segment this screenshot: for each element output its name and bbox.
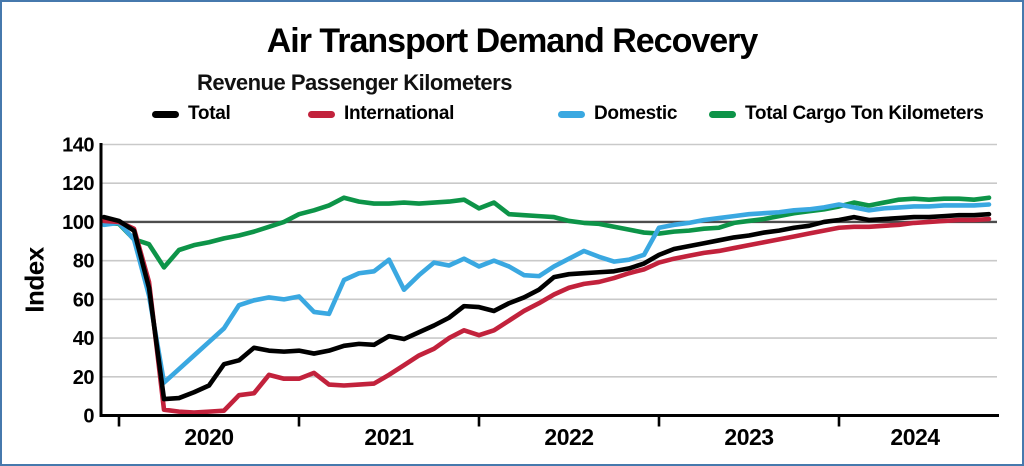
y-tick-label-120: 120 [62,173,94,195]
legend-swatch-icon [152,110,179,118]
legend-item-total-cargo-ton-kilometers: Total Cargo Ton Kilometers [709,103,984,125]
chart-subtitle: Revenue Passenger Kilometers [197,70,512,95]
legend-swatch-icon [709,110,736,118]
legend-label: Total Cargo Ton Kilometers [745,103,984,124]
series-line-international [101,216,992,415]
legend-label: Domestic [594,103,678,124]
legend-item-total: Total [152,103,231,125]
legend-label: Total [188,103,231,124]
series-line-domestic [101,202,992,385]
legend-item-domestic: Domestic [558,103,677,125]
y-tick-label-0: 0 [83,406,94,428]
y-tick-label-20: 20 [73,367,95,389]
y-tick-label-100: 100 [62,212,94,234]
y-tick-label-60: 60 [73,289,95,311]
year-label-2023: 2023 [724,424,773,450]
series-line-total [101,211,992,402]
legend-label: International [344,103,455,124]
y-tick-label-80: 80 [73,251,95,273]
legend-swatch-icon [308,110,335,118]
legend-swatch-icon [558,110,585,118]
y-tick-label-140: 140 [62,135,94,157]
chart-title: Air Transport Demand Recovery [266,22,759,60]
year-label-2022: 2022 [544,424,593,450]
year-label-2021: 2021 [364,424,414,450]
y-tick-label-40: 40 [73,328,95,350]
legend-item-international: International [308,103,454,125]
year-label-2020: 2020 [184,424,233,450]
chart-legend: Total International Domestic Total Cargo To… [2,103,1022,129]
year-label-2024: 2024 [890,424,940,450]
